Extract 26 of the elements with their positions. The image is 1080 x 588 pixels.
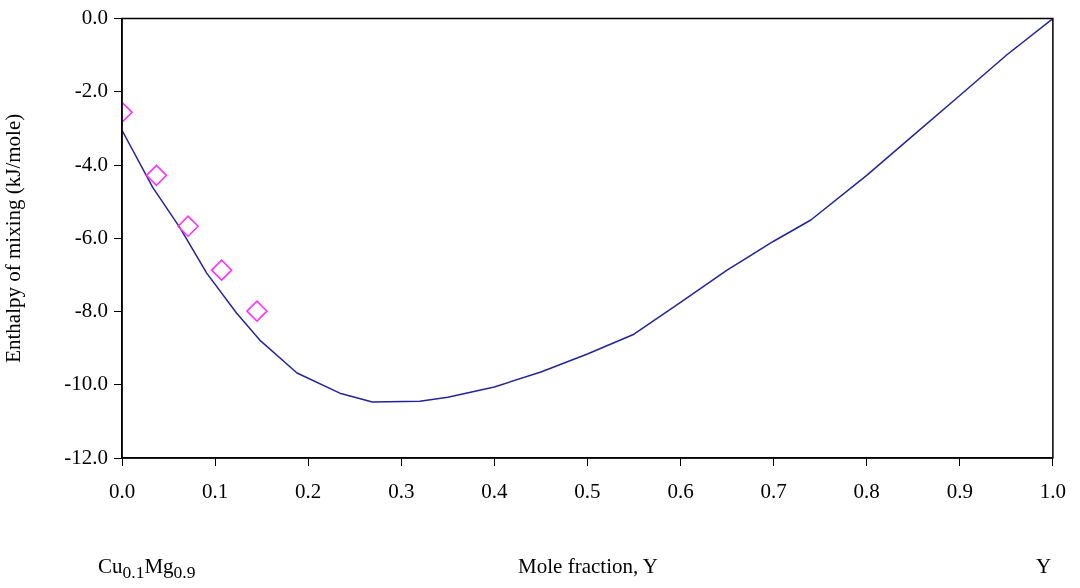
- x-tick-label: 0.6: [667, 479, 694, 504]
- x-tick-label: 0.1: [201, 479, 229, 504]
- x-tick-label: 0.8: [853, 479, 880, 504]
- point: [177, 215, 199, 238]
- x-tick-label: 1.0: [1039, 479, 1066, 504]
- x-tick-label: 0.7: [760, 479, 787, 504]
- y-tick-label: -6.0: [74, 224, 108, 249]
- y-tick-label: -12.0: [64, 444, 108, 469]
- x-tick-label: 0.2: [295, 479, 322, 504]
- x-tick-label: 0.4: [481, 479, 508, 504]
- y-tick-label: -4.0: [74, 151, 108, 176]
- point: [145, 164, 168, 187]
- text: Y: [1036, 554, 1052, 579]
- x-tick-label: 0.5: [574, 479, 601, 504]
- x-tick-label: 0.0: [108, 479, 136, 504]
- y-tick-label: -10.0: [64, 371, 108, 396]
- x-axis-title: Mole fraction, Y: [518, 554, 658, 579]
- y-tick-label: -2.0: [74, 78, 108, 103]
- y-tick-label: 0.0: [81, 5, 108, 30]
- y-axis-title: Enthalpy of mixing (kJ/mole): [1, 113, 26, 363]
- x-tick-label: 0.9: [946, 479, 973, 504]
- x-tick-label: 0.3: [388, 479, 415, 504]
- text: Cu$_{0.1}$Mg$_{0.9}$: [98, 554, 196, 584]
- point: [246, 300, 268, 322]
- y-tick-label: -8.0: [74, 298, 108, 323]
- point: [210, 259, 233, 281]
